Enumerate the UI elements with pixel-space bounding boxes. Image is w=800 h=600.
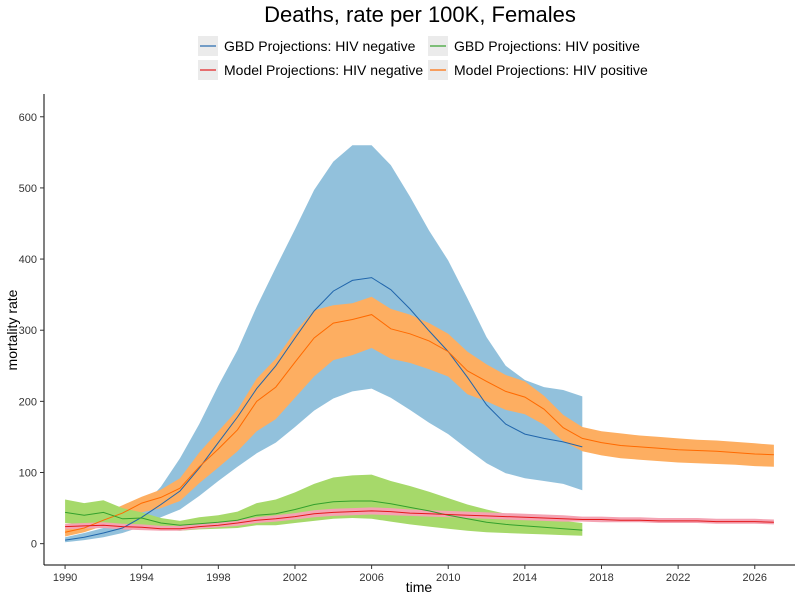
y-axis-title: mortality rate — [4, 289, 20, 370]
legend-item: GBD Projections: HIV negative — [198, 36, 416, 56]
y-axis-ticks: 0 100 200 300 400 500 600 — [19, 112, 44, 551]
x-tick-label: 2018 — [589, 572, 613, 584]
uncertainty-bands — [65, 145, 774, 543]
legend: GBD Projections: HIV negative GBD Project… — [198, 36, 648, 80]
x-tick-label: 1990 — [53, 572, 77, 584]
x-tick-label: 2010 — [436, 572, 460, 584]
legend-label: Model Projections: HIV positive — [454, 62, 648, 78]
x-tick-label: 2006 — [359, 572, 383, 584]
y-tick-label: 300 — [19, 325, 37, 337]
line-gbd-projections-hiv-positive — [65, 500, 583, 531]
x-tick-label: 1998 — [206, 572, 230, 584]
y-tick-label: 500 — [19, 183, 37, 195]
x-tick-label: 2014 — [513, 572, 537, 584]
x-tick-label: 2002 — [283, 572, 307, 584]
series-lines — [64, 277, 774, 541]
line-model-projections-hiv-negative — [65, 510, 774, 530]
legend-label: GBD Projections: HIV negative — [224, 38, 416, 54]
x-tick-label: 1994 — [129, 572, 153, 584]
y-tick-label: 400 — [19, 254, 37, 266]
band-model-projections-hiv-negative — [65, 507, 774, 531]
y-tick-label: 100 — [19, 468, 37, 480]
legend-label: Model Projections: HIV negative — [224, 62, 423, 78]
legend-item: GBD Projections: HIV positive — [428, 36, 640, 56]
y-tick-label: 600 — [19, 112, 37, 124]
y-tick-label: 0 — [31, 539, 37, 551]
x-tick-label: 2022 — [666, 572, 690, 584]
legend-label: GBD Projections: HIV positive — [454, 38, 640, 54]
x-axis-ticks: 1990 1994 1998 2002 2006 2010 2014 2018 2022 2026 — [53, 565, 767, 584]
legend-item: Model Projections: HIV positive — [428, 60, 648, 80]
x-axis-title: time — [406, 579, 433, 595]
x-tick-label: 2026 — [743, 572, 767, 584]
chart-title: Deaths, rate per 100K, Females — [264, 2, 576, 27]
y-tick-label: 200 — [19, 396, 37, 408]
band-gbd-projections-hiv-positive — [65, 474, 583, 536]
legend-item: Model Projections: HIV negative — [198, 60, 423, 80]
line-model-projections-hiv-positive — [64, 314, 774, 533]
line-gbd-projections-hiv-negative — [65, 277, 583, 541]
